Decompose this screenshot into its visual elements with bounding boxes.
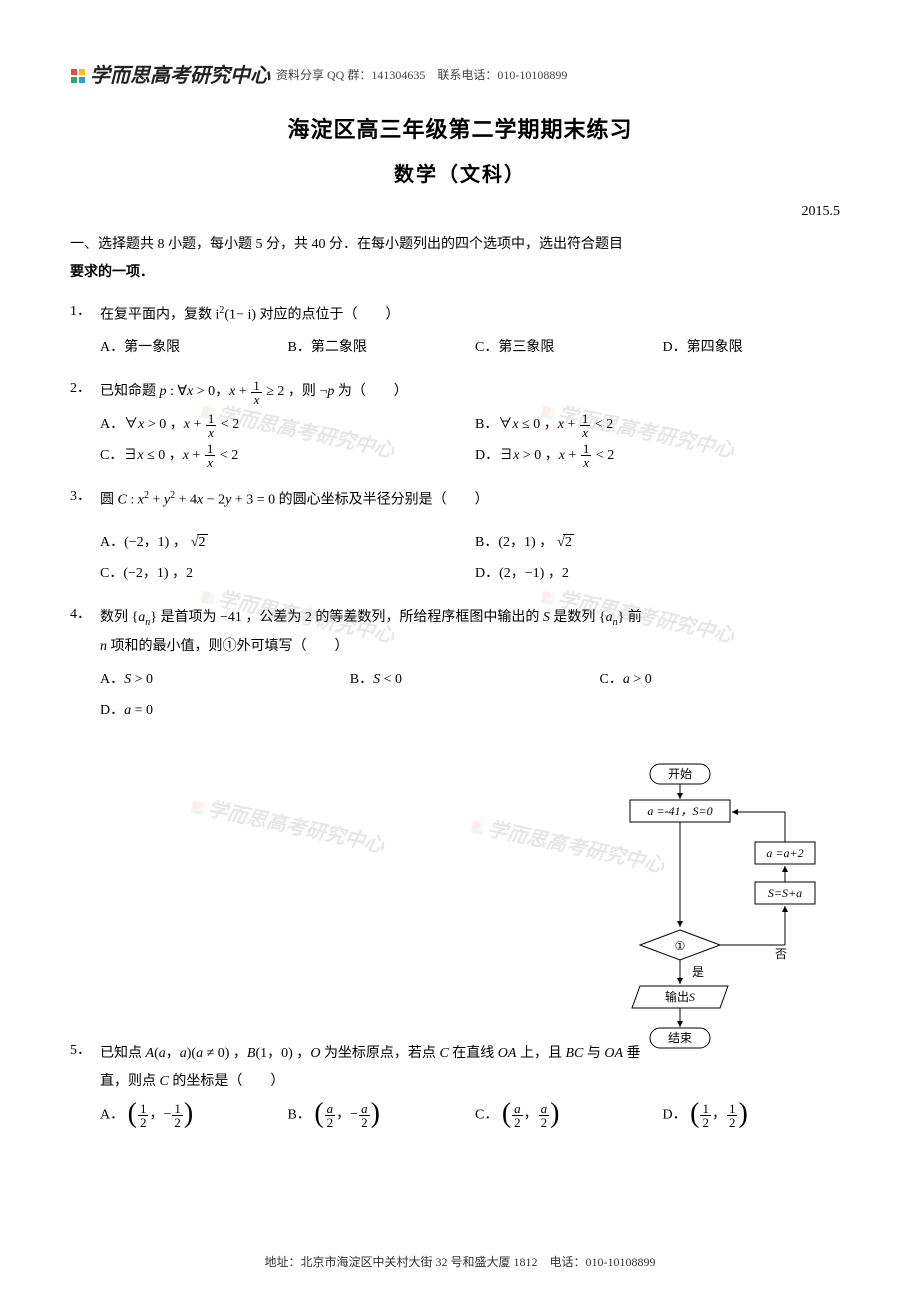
q-choices: A．S > 0 B．S < 0 C．a > 0 D．a = 0	[100, 665, 850, 727]
q-choices: A．第一象限 B．第二象限 C．第三象限 D．第四象限	[100, 333, 850, 364]
choice-c: C．a > 0	[600, 665, 850, 696]
q-stem-line2: n 项和的最小值，则①外可填写（ ）	[100, 633, 850, 661]
q-body: 圆 C : x2 + y2 + 4x − 2y + 3 = 0 的圆心坐标及半径…	[100, 486, 850, 590]
choice-d: D．a = 0	[100, 696, 850, 727]
choice-b: B．S < 0	[350, 665, 600, 696]
fc-yes: 是	[692, 965, 704, 979]
brand-text: 学而思高考研究中心	[90, 60, 270, 92]
q-body: 已知命题 p : ∀x > 0，x + 1x ≥ 2 ，则 ¬p 为（ ） A．…	[100, 378, 850, 472]
fc-cond: ①	[675, 939, 686, 953]
logo: 学而思高考研究中心	[70, 60, 270, 92]
page-footer: 地址：北京市海淀区中关村大街 32 号和盛大厦 1812 电话：010-1010…	[0, 1253, 920, 1272]
choice-d: D．∃x > 0 ，x + 1x < 2	[475, 441, 850, 472]
q-choices: A．∀x > 0 ，x + 1x < 2 B．∀x ≤ 0 ，x + 1x < …	[100, 410, 850, 472]
choice-c: C．∃x ≤ 0 ，x + 1x < 2	[100, 441, 475, 472]
q-body: 在复平面内，复数 i2(1− i) 对应的点位于（ ） A．第一象限 B．第二象…	[100, 301, 850, 364]
q-num: 5．	[70, 1040, 100, 1062]
flowchart: 开始 a =-41，S=0 a =a+2 S=S+a ① 否 是	[620, 762, 830, 1062]
choice-b: B． ( a2 ，− a2 )	[288, 1100, 476, 1131]
q-stem: 圆 C : x2 + y2 + 4x − 2y + 3 = 0 的圆心坐标及半径…	[100, 486, 850, 515]
fc-no: 否	[775, 947, 787, 961]
choice-d: D．第四象限	[663, 333, 851, 364]
q-num: 1．	[70, 301, 100, 323]
question-4: 4． 数列 {an} 是首项为 −41 ，公差为 2 的等差数列，所给程序框图中…	[70, 604, 850, 726]
q-num: 2．	[70, 378, 100, 400]
q-stem: 在复平面内，复数 i2(1− i) 对应的点位于（ ）	[100, 301, 850, 330]
q-choices: A． ( 12 ，− 12 ) B． ( a2 ，− a2 ) C．	[100, 1100, 850, 1131]
fc-step2: S=S+a	[768, 886, 802, 900]
logo-icon	[70, 68, 86, 84]
q-stem: 已知命题 p : ∀x > 0，x + 1x ≥ 2 ，则 ¬p 为（ ）	[100, 378, 850, 406]
fc-init: a =-41，S=0	[647, 804, 712, 818]
choice-b: B．第二象限	[288, 333, 476, 364]
choice-a: A．第一象限	[100, 333, 288, 364]
q-choices: A．(−2，1) ，2 B．(2，1) ，2 C．(−2，1) ，2 D．(2，…	[100, 528, 850, 590]
page-subtitle: 数学（文科）	[70, 159, 850, 191]
q-num: 4．	[70, 604, 100, 626]
choice-b: B．∀x ≤ 0 ，x + 1x < 2	[475, 410, 850, 441]
choice-a: A． ( 12 ，− 12 )	[100, 1100, 288, 1131]
question-1: 1． 在复平面内，复数 i2(1− i) 对应的点位于（ ） A．第一象限 B．…	[70, 301, 850, 364]
question-2: 2． 已知命题 p : ∀x > 0，x + 1x ≥ 2 ，则 ¬p 为（ ）…	[70, 378, 850, 472]
exam-date: 2015.5	[70, 201, 850, 223]
q-stem: 数列 {an} 是首项为 −41 ，公差为 2 的等差数列，所给程序框图中输出的…	[100, 604, 850, 633]
choice-d: D． ( 12 ， 12 )	[663, 1100, 851, 1131]
header-info: 资料分享 QQ 群：141304635 联系电话：010-10108899	[276, 66, 567, 85]
question-3: 3． 圆 C : x2 + y2 + 4x − 2y + 3 = 0 的圆心坐标…	[70, 486, 850, 590]
choice-c: C．第三象限	[475, 333, 663, 364]
fc-step1: a =a+2	[766, 846, 803, 860]
intro-bold: 要求的一项．	[70, 263, 154, 279]
q-body: 数列 {an} 是首项为 −41 ，公差为 2 的等差数列，所给程序框图中输出的…	[100, 604, 850, 726]
choice-a: A．S > 0	[100, 665, 350, 696]
q-num: 3．	[70, 486, 100, 508]
fc-start: 开始	[668, 767, 692, 781]
choice-c: C．(−2，1) ，2	[100, 559, 475, 590]
choice-a: A．(−2，1) ，2	[100, 528, 475, 559]
choice-d: D．(2，−1) ，2	[475, 559, 850, 590]
intro-text: 一、选择题共 8 小题，每小题 5 分，共 40 分．在每小题列出的四个选项中，…	[70, 237, 623, 252]
choice-a: A．∀x > 0 ，x + 1x < 2	[100, 410, 475, 441]
section-intro: 一、选择题共 8 小题，每小题 5 分，共 40 分．在每小题列出的四个选项中，…	[70, 232, 850, 287]
q-stem-line2: 直，则点 C 的坐标是（ ）	[100, 1068, 850, 1096]
page-title: 海淀区高三年级第二学期期末练习	[70, 112, 850, 147]
choice-c: C． ( a2 ， a2 )	[475, 1100, 663, 1131]
page: 学而思高考研究中心 学而思高考研究中心 学而思高考研究中心 学而思高考研究中心 …	[0, 0, 920, 1302]
choice-b: B．(2，1) ，2	[475, 528, 850, 559]
page-header: 学而思高考研究中心 资料分享 QQ 群：141304635 联系电话：010-1…	[70, 60, 850, 92]
fc-end: 结束	[668, 1031, 692, 1045]
fc-out: 输出S	[665, 989, 695, 1004]
